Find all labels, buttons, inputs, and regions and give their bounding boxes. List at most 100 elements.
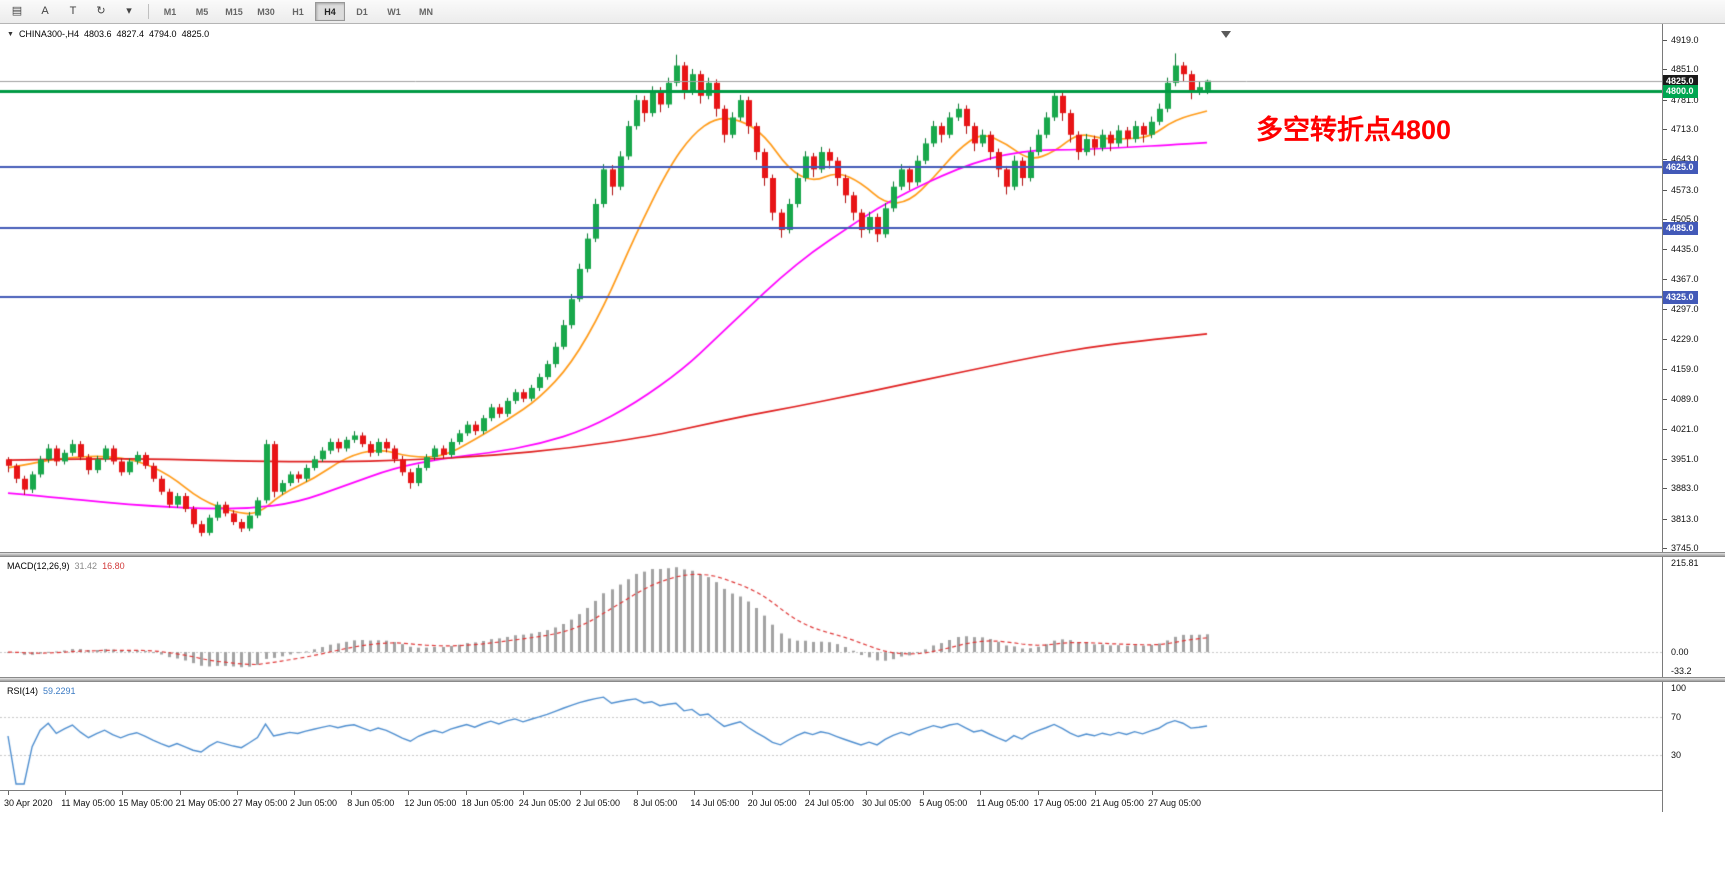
price-tickmark — [1663, 518, 1667, 520]
price-tick-label: 4643.0 — [1671, 154, 1699, 165]
charts-grid-icon: ▤ — [11, 5, 23, 17]
dropdown-caret-button[interactable]: ▾ — [116, 1, 142, 22]
macd-axis-min: -33.2 — [1671, 666, 1692, 676]
price-tick-label: 4851.0 — [1671, 64, 1699, 75]
time-label: 2 Jul 05:00 — [576, 798, 621, 808]
toolbar-separator — [148, 4, 149, 19]
time-label: 21 Aug 05:00 — [1090, 798, 1144, 808]
timeframe-button-m30[interactable]: M30 — [257, 6, 275, 17]
rsi-value: 59.2291 — [43, 686, 76, 696]
rsi-header: RSI(14) 59.2291 — [7, 686, 76, 696]
time-tickmark — [8, 791, 9, 795]
macd-axis-zero: 0.00 — [1671, 647, 1689, 658]
time-tickmark — [580, 791, 581, 795]
timeframe-button-h1[interactable]: H1 — [292, 6, 304, 17]
timeframe-buttons: M1 M5 M15 M30 H1 H4 D1 W1 MN — [154, 2, 442, 21]
time-tickmark — [408, 791, 410, 795]
toolbar: ▤ A T ↻ ▾ M1 M5 M15 M30 H1 H4 D1 W1 MN — [0, 0, 1725, 24]
time-label: 24 Jul 05:00 — [804, 798, 854, 808]
price-tick-label: 4919.0 — [1671, 35, 1699, 45]
time-tickmark — [866, 791, 867, 795]
price-tick-label: 4573.0 — [1671, 184, 1699, 195]
macd-signal-value: 16.80 — [102, 561, 125, 571]
time-tickmark — [179, 791, 181, 795]
time-label: 27 May 05:00 — [232, 798, 288, 808]
time-label: 2 Jun 05:00 — [290, 798, 338, 808]
time-axis[interactable]: 30 Apr 2020 11 May 05:00 15 May 05:00 21 Ma… — [0, 790, 1662, 813]
rsi-panel: RSI(14) 59.2291 — [0, 682, 1662, 790]
chart-shift-marker[interactable] — [1221, 31, 1231, 38]
time-tickmark — [1094, 791, 1096, 795]
refresh-templates-icon: ↻ — [96, 5, 106, 17]
macd-canvas[interactable] — [0, 557, 1662, 677]
price-tick-label: 4505.0 — [1671, 214, 1699, 225]
rsi-axis-30: 30 — [1671, 750, 1682, 761]
price-tickmark — [1663, 309, 1667, 311]
text-tool-button[interactable]: T — [60, 1, 86, 22]
time-tickmark — [1037, 791, 1039, 795]
time-label: 11 May 05:00 — [61, 798, 116, 808]
panel-splitter-macd[interactable] — [0, 552, 1725, 557]
symbol-dropdown-icon[interactable]: ▼ — [7, 30, 14, 38]
cursor-tool-button[interactable]: A — [32, 1, 58, 22]
price-badge-4625.0: 4625.0 — [1663, 161, 1698, 175]
refresh-templates-button[interactable]: ↻ — [88, 1, 114, 22]
chart-annotation: 多空转折点4800 — [1256, 115, 1452, 145]
time-label: 24 Jun 05:00 — [518, 798, 571, 808]
price-axis[interactable]: 4919.0 4851.0 4781.0 4713.0 4643.0 4573.0 4505… — [1662, 24, 1725, 812]
time-tickmark — [637, 791, 639, 795]
chart-symbol-label: CHINA300-,H4 — [18, 29, 79, 39]
price-badge-4325.0: 4325.0 — [1663, 291, 1698, 305]
timeframe-button-m5[interactable]: M5 — [195, 6, 209, 17]
time-tickmark — [980, 791, 982, 795]
price-tick-label: 4089.0 — [1671, 394, 1699, 405]
time-label: 5 Aug 05:00 — [919, 798, 968, 808]
timeframe-button-m1[interactable]: M1 — [163, 6, 177, 17]
macd-header: MACD(12,26,9) 31.42 16.80 — [7, 561, 125, 571]
time-label: 27 Aug 05:00 — [1148, 798, 1202, 808]
time-label: 11 Aug 05:00 — [976, 798, 1029, 808]
price-tick-label: 3745.0 — [1671, 543, 1699, 553]
time-label: 20 Jul 05:00 — [747, 798, 797, 808]
price-tick-label: 4021.0 — [1671, 423, 1699, 434]
price-badge-4825.0: 4825.0 — [1663, 74, 1698, 88]
time-tickmark — [122, 791, 124, 795]
chart-ohlc-header: ▼ CHINA300-,H4 4803.6 4827.4 4794.0 4825… — [7, 29, 209, 39]
rsi-axis-70: 70 — [1671, 711, 1682, 722]
ohlc-open-value: 4803.6 — [83, 29, 112, 39]
main-chart-canvas[interactable] — [0, 24, 1662, 552]
panel-splitter-rsi[interactable] — [0, 677, 1725, 682]
price-tickmark — [1663, 488, 1667, 490]
time-tickmark — [351, 791, 353, 795]
price-badge-4800.0: 4800.0 — [1663, 85, 1698, 99]
timeframe-button-m15[interactable]: M15 — [225, 6, 243, 17]
time-label: 15 May 05:00 — [118, 798, 173, 808]
price-tickmark — [1663, 338, 1667, 340]
price-tickmark — [1663, 159, 1667, 161]
time-tickmark — [236, 791, 238, 795]
time-label: 30 Jul 05:00 — [862, 798, 912, 808]
dropdown-caret-icon: ▾ — [126, 5, 132, 17]
price-tickmark — [1663, 249, 1667, 251]
timeframe-button-h4[interactable]: H4 — [315, 2, 345, 21]
time-label: 14 Jul 05:00 — [690, 798, 740, 808]
toolbar-icon-group: ▤ A T ↻ ▾ — [3, 1, 143, 22]
time-tickmark — [65, 791, 67, 795]
price-tick-label: 4713.0 — [1671, 124, 1699, 135]
timeframe-button-mn[interactable]: MN — [419, 6, 433, 17]
time-label: 30 Apr 2020 — [4, 798, 53, 808]
price-tickmark — [1663, 69, 1667, 71]
price-tick-label: 4435.0 — [1671, 244, 1699, 255]
price-tickmark — [1663, 189, 1667, 191]
timeframe-button-d1[interactable]: D1 — [356, 6, 368, 17]
rsi-canvas[interactable] — [0, 682, 1662, 790]
charts-grid-button[interactable]: ▤ — [4, 1, 30, 22]
text-tool-icon: T — [69, 5, 77, 17]
time-label: 8 Jun 05:00 — [347, 798, 395, 808]
price-tickmark — [1663, 368, 1667, 370]
macd-axis-max: 215.81 — [1671, 558, 1699, 568]
price-tick-label: 4781.0 — [1671, 94, 1699, 105]
price-tick-label: 4367.0 — [1671, 273, 1699, 284]
timeframe-button-w1[interactable]: W1 — [387, 6, 401, 17]
